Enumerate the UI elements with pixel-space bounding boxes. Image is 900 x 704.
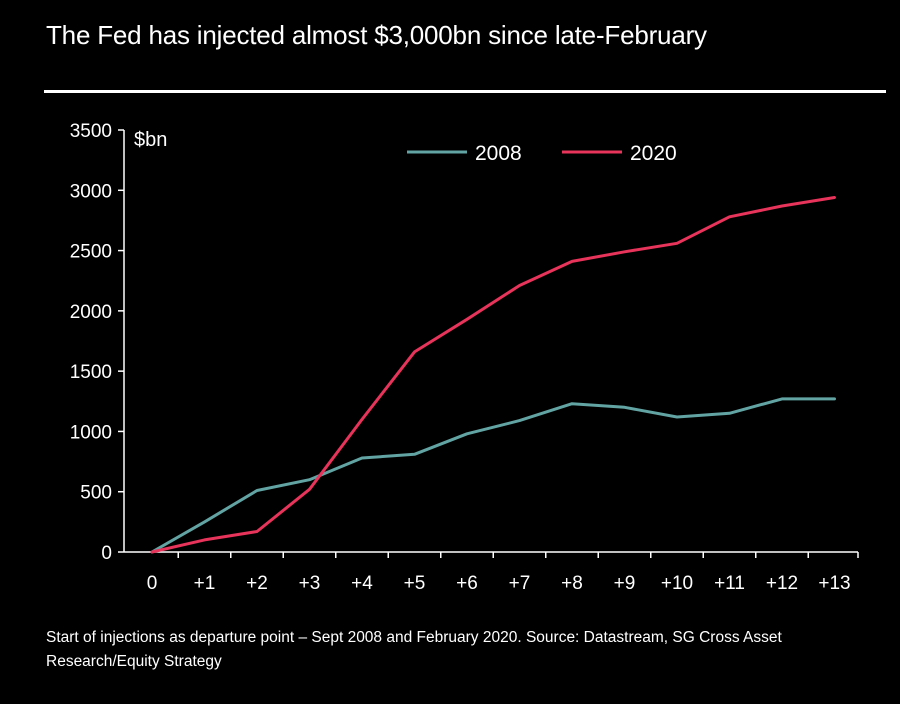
- x-axis-ticks: 0 +1 +2 +3 +4 +5 +6 +7 +8 +9 +10 +11 +12 +13: [147, 552, 859, 594]
- x-tick-label: +5: [404, 573, 426, 594]
- line-chart: 0 500 1000 1500 2000 2500 3000 3500 0 +1 +2 +3 +4 +5…: [70, 121, 859, 594]
- x-tick-label: +12: [766, 573, 798, 594]
- series-line-2020: [150, 196, 836, 554]
- y-axis-label: $bn: [134, 129, 167, 151]
- x-tick-label: 0: [147, 573, 158, 594]
- x-tick-label: +9: [614, 573, 636, 594]
- y-tick-label: 3500: [70, 121, 112, 142]
- legend: 2008 2020: [407, 142, 677, 165]
- x-tick-label: +3: [299, 573, 321, 594]
- x-tick-label: +6: [456, 573, 478, 594]
- y-tick-label: 1000: [70, 422, 112, 443]
- y-tick-label: 500: [80, 483, 112, 504]
- x-tick-label: +8: [561, 573, 583, 594]
- x-tick-label: +11: [714, 573, 745, 594]
- legend-label-2020: 2020: [630, 142, 677, 165]
- x-tick-label: +4: [351, 573, 373, 594]
- series-line-2008: [150, 397, 836, 554]
- y-tick-label: 3000: [70, 181, 112, 202]
- source-caption: Start of injections as departure point –…: [46, 629, 782, 670]
- x-tick-label: +10: [661, 573, 693, 594]
- y-tick-label: 0: [101, 543, 112, 564]
- x-tick-label: +13: [818, 573, 850, 594]
- title-divider: [44, 90, 886, 93]
- y-axis-ticks: 0 500 1000 1500 2000 2500 3000 3500: [70, 121, 124, 564]
- y-tick-label: 2000: [70, 302, 112, 323]
- y-tick-label: 2500: [70, 242, 112, 263]
- chart-title: The Fed has injected almost $3,000bn sin…: [46, 20, 707, 50]
- x-tick-label: +1: [194, 573, 216, 594]
- y-tick-label: 1500: [70, 362, 112, 383]
- x-tick-label: +7: [509, 573, 531, 594]
- legend-label-2008: 2008: [475, 142, 522, 165]
- x-tick-label: +2: [246, 573, 268, 594]
- series-lines: [150, 196, 836, 554]
